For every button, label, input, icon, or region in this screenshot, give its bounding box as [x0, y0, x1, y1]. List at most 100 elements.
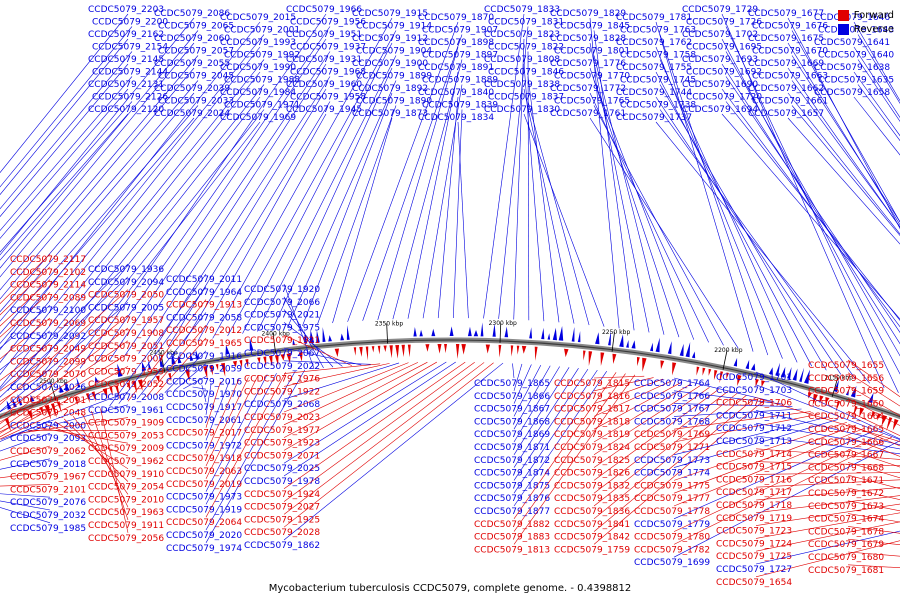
gene-feature — [642, 357, 647, 372]
gene-leader-line — [593, 392, 738, 507]
legend: Forward Reverse — [837, 8, 894, 36]
gene-leader-line — [787, 17, 900, 230]
gene-feature — [600, 352, 605, 367]
scale-tick — [499, 322, 502, 343]
gene-label: CCDC5079_1729 — [682, 5, 758, 15]
gene-label: CCDC5079_1830 — [484, 105, 560, 115]
gene-feature — [359, 346, 363, 357]
gene-label: CCDC5079_1693 — [682, 55, 758, 65]
gene-leader-line — [673, 433, 884, 532]
gene-leader-line — [65, 121, 261, 373]
gene-label: CCDC5079_1713 — [716, 437, 792, 447]
gene-leader-line — [283, 362, 419, 426]
gene-leader-line — [0, 13, 129, 174]
gene-label: CCDC5079_1988 — [224, 76, 300, 86]
gene-feature — [516, 345, 520, 355]
gene-feature — [667, 341, 672, 355]
gene-label: CCDC5079_2060 — [154, 34, 230, 44]
gene-label: CCDC5079_2092 — [10, 332, 86, 342]
gene-feature — [825, 397, 830, 404]
gene-label: CCDC5079_1972 — [166, 441, 242, 451]
gene-label: CCDC5079_1889 — [422, 76, 498, 86]
gene-label: CCDC5079_2065 — [158, 22, 234, 32]
gene-leader-line — [513, 38, 525, 320]
gene-label: CCDC5079_1913 — [166, 301, 242, 311]
gene-leader-line — [787, 92, 900, 235]
gene-feature — [473, 329, 479, 337]
gene-leader-line — [0, 302, 129, 412]
gene-leader-line — [791, 55, 900, 223]
gene-feature — [168, 373, 172, 382]
gene-label: CCDC5079_1834 — [418, 113, 494, 123]
gene-feature — [595, 332, 600, 345]
gene-label: CCDC5079_1781 — [616, 13, 692, 23]
gene-label: CCDC5079_1717 — [716, 488, 792, 498]
gene-leader-line — [283, 361, 456, 477]
gene-leader-line — [847, 449, 900, 468]
gene-leader-line — [593, 378, 664, 404]
gene-feature — [257, 357, 261, 364]
gene-leader-line — [673, 411, 811, 430]
gene-leader-line — [721, 38, 900, 375]
gene-feature — [158, 352, 164, 368]
gene-label: CCDC5079_2053 — [88, 431, 164, 441]
gene-leader-line — [0, 63, 129, 218]
gene-label: CCDC5079_1975 — [244, 323, 320, 333]
gene-leader-line — [755, 422, 900, 450]
gene-leader-line — [0, 17, 195, 256]
gene-leader-line — [0, 38, 129, 196]
gene-label: CCDC5079_1725 — [716, 552, 792, 562]
gene-feature — [232, 360, 237, 368]
gene-leader-line — [655, 96, 842, 375]
gene-leader-line — [527, 76, 560, 323]
gene-label: CCDC5079_1706 — [716, 399, 792, 409]
gene-leader-line — [283, 322, 343, 367]
gene-label: CCDC5079_1869 — [474, 430, 550, 440]
gene-leader-line — [347, 21, 459, 322]
gene-leader-line — [755, 530, 900, 565]
gene-label: CCDC5079_1931 — [286, 55, 362, 65]
gene-label: CCDC5079_2023 — [244, 413, 320, 423]
gene-feature — [859, 407, 865, 418]
gene-label: CCDC5079_1712 — [716, 424, 792, 434]
gene-leader-line — [755, 397, 900, 442]
gene-label: CCDC5079_1866 — [474, 392, 550, 402]
gene-label: CCDC5079_1840 — [418, 88, 494, 98]
gene-leader-line — [791, 80, 900, 228]
gene-label: CCDC5079_1833 — [484, 5, 560, 15]
gene-leader-line — [673, 427, 866, 507]
gene-leader-line — [0, 493, 51, 498]
gene-label: CCDC5079_1835 — [554, 494, 630, 504]
gene-label: CCDC5079_1677 — [748, 9, 824, 19]
gene-leader-line — [513, 368, 589, 481]
gene-leader-line — [183, 376, 207, 390]
genome-backbone-core — [0, 339, 900, 418]
gene-leader-line — [847, 436, 900, 457]
gene-label: CCDC5079_2114 — [10, 281, 86, 291]
gene-label: CCDC5079_1716 — [716, 475, 792, 485]
gene-label: CCDC5079_1819 — [554, 430, 630, 440]
gene-label: CCDC5079_2050 — [88, 291, 164, 301]
gene-label: CCDC5079_1660 — [808, 399, 884, 409]
gene-label: CCDC5079_1875 — [474, 481, 550, 491]
gene-leader-line — [94, 26, 331, 365]
gene-label: CCDC5079_2024 — [154, 109, 230, 119]
gene-label: CCDC5079_2016 — [166, 377, 242, 387]
gene-leader-line — [513, 367, 570, 455]
gene-label: CCDC5079_1865 — [474, 379, 550, 389]
gene-leader-line — [36, 96, 261, 382]
gene-label: CCDC5079_1921 — [244, 336, 320, 346]
gene-feature — [365, 346, 369, 361]
gene-label: CCDC5079_1846 — [488, 68, 564, 78]
gene-label: CCDC5079_2076 — [10, 498, 86, 508]
gene-leader-line — [0, 340, 129, 430]
gene-feature — [696, 366, 700, 376]
gene-feature — [195, 349, 199, 360]
gene-label: CCDC5079_1774 — [634, 469, 710, 479]
gene-label: CCDC5079_1775 — [634, 481, 710, 491]
gene-label: CCDC5079_1681 — [808, 566, 884, 576]
gene-label: CCDC5079_1778 — [634, 507, 710, 517]
gene-leader-line — [283, 362, 494, 528]
gene-feature — [280, 354, 285, 361]
gene-leader-line — [0, 394, 51, 423]
